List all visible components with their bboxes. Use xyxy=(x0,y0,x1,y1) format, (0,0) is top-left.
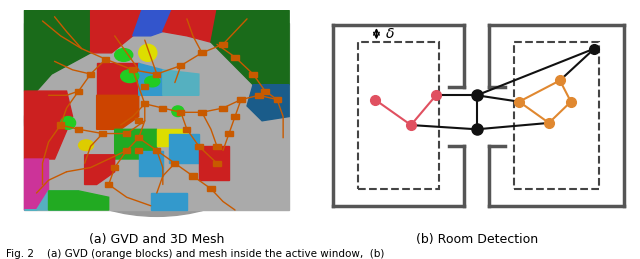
Ellipse shape xyxy=(115,49,132,61)
Bar xyxy=(135,135,142,140)
Ellipse shape xyxy=(139,44,157,61)
Bar xyxy=(105,182,112,187)
Polygon shape xyxy=(84,155,115,184)
Bar xyxy=(153,148,161,153)
Ellipse shape xyxy=(24,25,289,216)
Bar xyxy=(183,127,191,132)
Bar xyxy=(232,114,239,119)
Bar xyxy=(123,131,131,136)
Polygon shape xyxy=(24,159,49,210)
Bar xyxy=(135,148,142,153)
Bar xyxy=(99,131,106,136)
Bar xyxy=(237,97,244,102)
Polygon shape xyxy=(97,63,139,95)
Polygon shape xyxy=(132,10,172,36)
Bar xyxy=(255,93,262,98)
Bar xyxy=(198,50,205,55)
Polygon shape xyxy=(157,129,187,146)
Bar xyxy=(57,123,64,128)
Bar xyxy=(213,144,221,149)
Text: (a) GVD and 3D Mesh: (a) GVD and 3D Mesh xyxy=(89,233,225,246)
Bar xyxy=(273,97,281,102)
Bar xyxy=(177,63,184,68)
Bar xyxy=(207,186,214,191)
Ellipse shape xyxy=(145,76,160,87)
Polygon shape xyxy=(139,63,163,95)
Ellipse shape xyxy=(172,106,184,117)
Ellipse shape xyxy=(79,140,93,150)
Bar xyxy=(129,67,136,72)
Bar xyxy=(141,101,148,106)
Polygon shape xyxy=(169,134,199,163)
Bar xyxy=(515,42,599,189)
Bar xyxy=(220,42,227,47)
Polygon shape xyxy=(24,191,79,210)
Bar xyxy=(87,71,94,77)
Bar xyxy=(102,57,109,62)
Bar xyxy=(358,42,439,189)
Polygon shape xyxy=(49,191,109,210)
Polygon shape xyxy=(163,10,217,42)
Bar xyxy=(232,55,239,60)
Bar xyxy=(123,148,131,153)
Polygon shape xyxy=(115,129,157,159)
Polygon shape xyxy=(97,95,139,129)
Bar xyxy=(75,127,82,132)
Ellipse shape xyxy=(61,117,76,129)
Polygon shape xyxy=(163,70,199,95)
Ellipse shape xyxy=(121,70,139,83)
Bar xyxy=(189,174,196,178)
Bar xyxy=(198,110,205,115)
Polygon shape xyxy=(211,10,289,85)
Text: (b) Room Detection: (b) Room Detection xyxy=(416,233,538,246)
Bar xyxy=(213,161,221,166)
Bar xyxy=(195,144,202,149)
Bar xyxy=(262,89,269,93)
Polygon shape xyxy=(91,10,142,53)
Polygon shape xyxy=(199,146,229,180)
Text: Fig. 2    (a) GVD (orange blocks) and mesh inside the active window,  (b): Fig. 2 (a) GVD (orange blocks) and mesh … xyxy=(6,249,385,259)
Polygon shape xyxy=(139,150,163,176)
Bar xyxy=(135,118,142,123)
Bar xyxy=(177,110,184,115)
Polygon shape xyxy=(151,193,187,210)
Bar xyxy=(159,105,166,111)
Bar xyxy=(250,71,257,77)
Polygon shape xyxy=(24,91,72,159)
Text: δ: δ xyxy=(386,27,394,41)
Bar xyxy=(153,71,161,77)
Bar xyxy=(172,161,179,166)
Polygon shape xyxy=(247,85,289,121)
Bar xyxy=(225,131,232,136)
Bar xyxy=(111,165,118,170)
Bar xyxy=(75,89,82,93)
Bar xyxy=(141,84,148,89)
Bar xyxy=(220,105,227,111)
Polygon shape xyxy=(24,10,91,91)
Bar xyxy=(24,23,289,210)
